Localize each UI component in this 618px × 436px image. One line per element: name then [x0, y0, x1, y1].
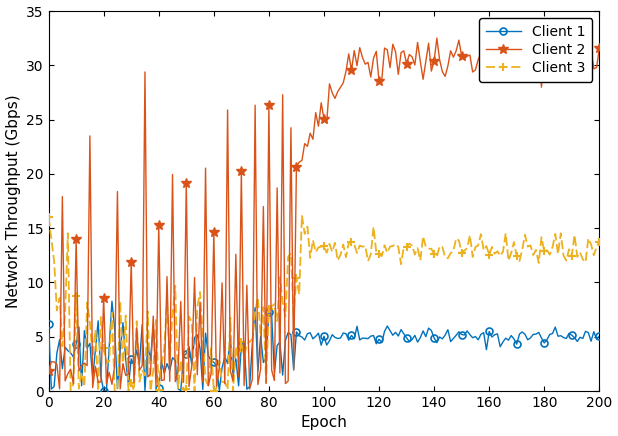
Line: Client 1: Client 1 — [45, 298, 603, 395]
Client 1 — [45, 321, 53, 327]
Client 2 — [345, 51, 352, 57]
Client 2 — [279, 92, 286, 97]
Client 3 — [596, 239, 603, 244]
Client 3 — [95, 388, 102, 394]
Client 3 — [298, 213, 306, 218]
Client 2 — [48, 359, 55, 364]
Client 2 — [596, 46, 603, 51]
Client 1 — [252, 305, 259, 310]
Line: Client 2: Client 2 — [44, 33, 604, 394]
Client 1 — [95, 318, 102, 324]
Client 3 — [45, 215, 53, 220]
Client 1 — [596, 334, 603, 339]
Client 3 — [348, 239, 355, 245]
Y-axis label: Network Throughput (Gbps): Network Throughput (Gbps) — [6, 94, 20, 308]
Client 3 — [554, 252, 562, 257]
Client 3 — [279, 300, 286, 305]
Client 1 — [348, 333, 355, 338]
Client 2 — [248, 376, 256, 382]
Line: Client 3: Client 3 — [44, 211, 604, 395]
Client 1 — [108, 299, 116, 304]
Client 1 — [282, 338, 289, 343]
Client 3 — [48, 236, 55, 242]
Client 3 — [97, 314, 104, 320]
Client 2 — [554, 54, 562, 60]
Client 1 — [100, 388, 108, 394]
Legend: Client 1, Client 2, Client 3: Client 1, Client 2, Client 3 — [479, 18, 593, 82]
X-axis label: Epoch: Epoch — [300, 416, 347, 430]
Client 2 — [433, 35, 441, 41]
Client 2 — [45, 369, 53, 374]
Client 2 — [246, 386, 253, 392]
Client 3 — [248, 337, 256, 342]
Client 1 — [554, 334, 562, 339]
Client 2 — [95, 380, 102, 385]
Client 1 — [48, 386, 55, 392]
